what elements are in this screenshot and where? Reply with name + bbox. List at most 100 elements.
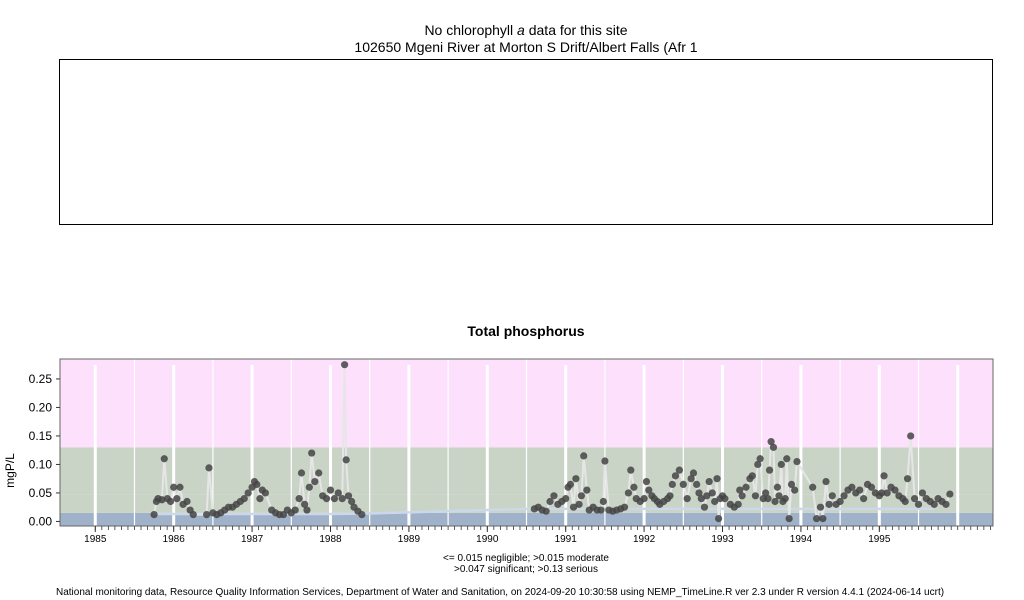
data-point (311, 477, 319, 486)
x-tick-label: 1987 (241, 534, 264, 545)
data-point (645, 486, 653, 494)
data-point (330, 495, 339, 503)
data-point (711, 497, 719, 506)
data-point (295, 495, 303, 503)
data-point (542, 507, 550, 515)
y-tick-label: 0.05 (29, 486, 53, 500)
data-point (342, 456, 350, 464)
data-point (577, 492, 585, 500)
data-point (348, 497, 356, 506)
data-point (708, 489, 716, 497)
data-point (791, 486, 799, 494)
data-point (736, 486, 744, 494)
data-point (569, 503, 578, 511)
data-point (700, 503, 709, 511)
data-point (597, 506, 605, 514)
chlorophyll-title-italic: a (517, 22, 525, 38)
data-point (640, 495, 648, 503)
data-point (910, 495, 919, 503)
x-tick-label: 1992 (633, 534, 656, 545)
data-point (942, 500, 950, 508)
legend-line-2: >0.047 significant; >0.13 serious (454, 564, 598, 575)
data-point (170, 483, 178, 491)
data-point (695, 489, 703, 497)
data-point (176, 483, 184, 491)
data-point (630, 483, 638, 491)
data-point (679, 480, 687, 488)
data-point (620, 503, 629, 511)
data-point (253, 480, 261, 488)
data-point (734, 500, 742, 508)
data-point (771, 497, 779, 506)
y-axis-label: mgP/L (3, 453, 17, 488)
data-point (891, 486, 899, 494)
data-point (575, 500, 583, 508)
data-point (742, 483, 750, 491)
data-point (773, 483, 781, 491)
data-point (787, 480, 796, 488)
data-point (244, 489, 252, 497)
phosphorus-chart: 0.00 0.05 0.10 0.15 0.20 0.25 1985 1986 1987 1988… (3, 358, 994, 545)
data-point (566, 480, 575, 488)
data-point (205, 464, 213, 472)
data-point (166, 497, 175, 506)
data-point (816, 503, 825, 511)
data-point (828, 492, 836, 500)
data-point (812, 514, 821, 523)
data-point (675, 466, 683, 474)
data-point (261, 489, 270, 497)
data-point (781, 495, 789, 503)
data-point (334, 489, 342, 497)
data-point (914, 500, 923, 508)
data-point (856, 486, 864, 494)
y-tick-label: 0.25 (29, 372, 53, 386)
data-point (358, 511, 366, 519)
data-point (580, 452, 588, 460)
data-point (671, 472, 680, 480)
data-point (666, 492, 674, 500)
data-point (624, 489, 633, 497)
data-point (703, 492, 711, 500)
data-point (189, 511, 197, 519)
data-point (918, 489, 927, 497)
data-point (903, 475, 912, 483)
chlorophyll-title: No chlorophyll a data for this site (0, 22, 1024, 38)
data-point (297, 469, 306, 477)
data-point (338, 495, 346, 503)
x-tick-label: 1991 (555, 534, 578, 545)
chlorophyll-title-prefix: No chlorophyll (424, 22, 514, 38)
data-point (683, 495, 691, 503)
data-point (825, 500, 833, 508)
data-point (738, 492, 746, 500)
data-point (344, 492, 353, 500)
y-tick-label: 0.00 (29, 514, 53, 528)
data-point (748, 472, 756, 480)
data-point (860, 495, 868, 503)
data-point (693, 480, 701, 488)
data-point (301, 500, 309, 508)
data-point (689, 469, 698, 477)
data-point (756, 455, 764, 463)
data-point (627, 466, 635, 474)
y-tick-label: 0.20 (29, 400, 53, 414)
data-point (256, 495, 264, 503)
data-point (160, 455, 168, 463)
data-point (546, 497, 554, 506)
data-point (668, 480, 676, 488)
data-point (550, 492, 558, 500)
data-point (822, 477, 830, 486)
site-title: 102650 Mgeni River at Morton S Drift/Alb… (354, 39, 698, 55)
data-point (721, 495, 729, 503)
data-point (836, 497, 844, 506)
data-point (907, 432, 915, 440)
data-point (705, 477, 713, 486)
data-point (878, 489, 886, 497)
data-point (326, 486, 335, 494)
data-point (754, 460, 762, 469)
data-point (775, 492, 783, 500)
data-point (767, 438, 775, 446)
x-tick-label: 1995 (868, 534, 891, 545)
data-point (583, 486, 591, 494)
legend-line-1: <= 0.015 negligible; >0.015 moderate (443, 553, 609, 564)
data-point (930, 500, 938, 508)
